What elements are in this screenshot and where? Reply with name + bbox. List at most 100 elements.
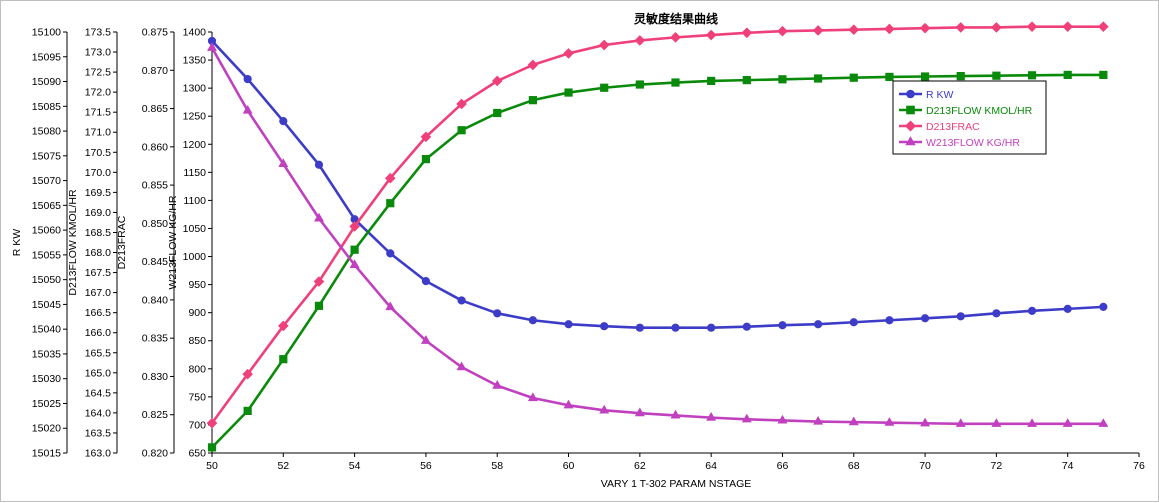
series-r-kw (207, 36, 1108, 332)
data-point (777, 414, 788, 424)
data-point (492, 380, 503, 389)
legend-item[interactable]: R KW (899, 89, 954, 101)
x-tick-label: 60 (563, 460, 575, 472)
x-tick-label: 58 (491, 460, 503, 472)
data-point (741, 413, 752, 423)
y-tick-label: 750 (188, 391, 206, 403)
data-point (814, 320, 823, 329)
y-tick-label: 170.5 (85, 147, 111, 159)
y-tick-label: 172.5 (85, 67, 111, 79)
legend[interactable]: R KW D213FLOW KMOL/HR D213FRAC W213FLOW KG/… (892, 80, 1047, 155)
y-tick-label: 1100 (183, 195, 206, 207)
data-point (906, 89, 915, 99)
y-tick-label: 15020 (32, 423, 61, 435)
data-point (956, 72, 965, 81)
data-point (778, 321, 787, 330)
data-point (813, 415, 824, 425)
y-tick-label: 168.0 (85, 247, 111, 259)
data-point (242, 104, 253, 114)
data-point (671, 78, 680, 87)
data-point (279, 117, 288, 126)
y-tick-label: 168.5 (85, 227, 111, 239)
x-tick-label: 62 (634, 460, 646, 472)
y-tick-label: 15040 (32, 324, 61, 336)
y-axis-label-rkw: R KW (11, 229, 23, 257)
legend-item[interactable]: D213FRAC (899, 120, 980, 133)
data-point (314, 160, 324, 169)
x-tick-label: 68 (848, 460, 860, 472)
data-point (707, 76, 716, 86)
data-point (456, 361, 467, 371)
y-tick-label: 0.830 (142, 371, 168, 383)
data-point (814, 74, 823, 83)
data-point (904, 120, 917, 132)
legend-item[interactable]: D213FLOW KMOL/HR (899, 105, 1033, 117)
legend-item[interactable]: W213FLOW KG/HR (899, 136, 1020, 149)
data-point (278, 320, 289, 332)
y-tick-label: 1050 (183, 223, 207, 235)
data-point (1098, 21, 1109, 32)
y-tick-label: 173.5 (85, 27, 111, 39)
y-tick-label: 169.5 (85, 187, 111, 199)
y-tick-label: 166.0 (85, 327, 111, 339)
data-point (384, 172, 396, 184)
y-tick-label: 170.0 (85, 167, 111, 179)
y-tick-label: 700 (188, 419, 206, 431)
y-tick-label: 15055 (32, 249, 61, 261)
data-point (991, 418, 1002, 427)
data-point (278, 158, 289, 168)
y-tick-label: 0.840 (142, 294, 168, 306)
data-point (634, 407, 645, 417)
x-axis-label: VARY 1 T-302 PARAM NSTAGE (601, 478, 752, 490)
y-tick-label: 163.5 (85, 427, 111, 439)
y-tick-label: 163.0 (85, 448, 111, 460)
data-point (314, 212, 324, 222)
y-tick-label: 15070 (32, 175, 61, 187)
y-tick-label: 171.5 (85, 107, 111, 119)
data-point (243, 74, 252, 84)
data-point (920, 314, 930, 323)
series-line (211, 73, 1104, 449)
y-tick-label: 1350 (183, 55, 207, 67)
series-d213flow-kmol-hr (207, 70, 1108, 452)
data-point (563, 48, 574, 59)
y-tick-label: 1000 (183, 251, 207, 263)
y-tick-label: 15035 (32, 348, 61, 360)
y-tick-label: 800 (188, 363, 206, 375)
data-point (314, 301, 324, 310)
data-point (634, 35, 646, 46)
data-point (992, 71, 1001, 80)
data-point (884, 417, 895, 426)
data-point (386, 199, 395, 208)
y-tick-label: 164.0 (85, 407, 111, 419)
y-tick-label: 15085 (32, 101, 61, 113)
data-point (528, 96, 537, 105)
y-tick-label: 1400 (183, 27, 207, 39)
series-line (211, 40, 1104, 329)
y-axis-label-d213flow: D213FLOW KMOL/HR (67, 189, 79, 296)
series-group (206, 21, 1109, 452)
data-point (1062, 21, 1073, 32)
y-tick-label: 15090 (32, 76, 61, 88)
y-tick-label: 900 (188, 307, 206, 319)
data-point (1027, 418, 1037, 427)
y-tick-label: 167.5 (85, 267, 111, 279)
data-point (1062, 418, 1073, 427)
y-tick-label: 650 (188, 448, 206, 460)
data-point (563, 399, 574, 409)
data-point (670, 32, 681, 43)
data-point (707, 323, 716, 332)
data-point (635, 323, 644, 332)
data-point (920, 72, 930, 81)
y-tick-label: 167.0 (85, 287, 111, 299)
data-point (849, 318, 858, 327)
y-tick-label: 0.860 (142, 141, 168, 153)
y-tick-label: 0.820 (142, 448, 168, 460)
y-tick-label: 172.0 (85, 87, 111, 99)
y-tick-label: 171.0 (85, 127, 111, 139)
data-point (919, 22, 931, 34)
x-tick-label: 50 (206, 460, 218, 472)
x-tick-label: 56 (420, 460, 432, 472)
data-point (906, 105, 915, 115)
